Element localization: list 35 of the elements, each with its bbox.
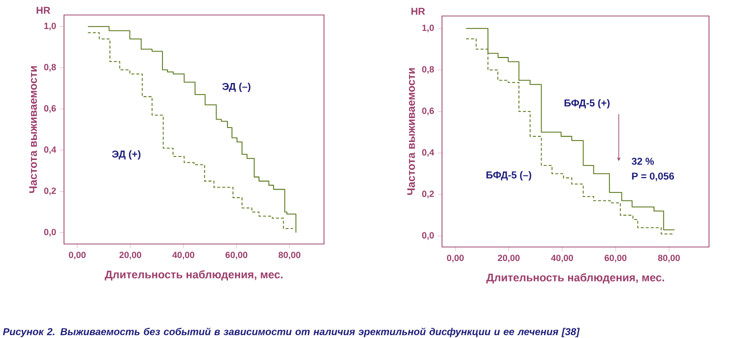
x-tick-label: 80,00 <box>278 252 300 260</box>
x-tick-label: 40,00 <box>551 254 574 262</box>
x-tick-label: 0,00 <box>68 252 86 260</box>
annotation: P = 0,056 <box>632 172 674 182</box>
y-tick-label: 0,8 <box>422 66 434 74</box>
text: Рисунок 2. Выживаемость без событий в зависимости от наличия эректильной дисфункции и ее лечения [38] <box>2 328 580 338</box>
x-tick-label: 0,00 <box>446 254 464 262</box>
y-axis-title: Частота выживаемости <box>29 66 37 193</box>
y-tick-label: 0,4 <box>44 146 56 154</box>
series-label: ЭД (–) <box>222 82 250 92</box>
series-label: БФД-5 (–) <box>486 171 532 180</box>
y-tick-label: 0,0 <box>44 228 56 236</box>
y-tick-label: 1,0 <box>422 24 434 32</box>
y-axis-title: Частота выживаемости <box>407 68 415 195</box>
x-axis-title: Длительность наблюдения, мес. <box>104 270 283 280</box>
x-tick-label: 80,00 <box>658 254 680 262</box>
y-tick-label: 0,6 <box>44 105 56 113</box>
y-tick-label: 1,0 <box>44 22 56 30</box>
x-tick-label: 60,00 <box>604 254 626 262</box>
x-tick-label: 40,00 <box>172 252 194 260</box>
y-tick-label: 0,8 <box>44 64 56 72</box>
y-tick-label: 0,0 <box>422 232 434 240</box>
text: HR <box>411 8 425 15</box>
y-tick-label: 0,6 <box>422 108 434 116</box>
text: ЭД (+) <box>112 150 140 160</box>
x-axis-title: Длительность наблюдения, мес. <box>486 273 664 284</box>
text: HR <box>36 6 50 14</box>
y-tick-label: 0,2 <box>422 190 434 198</box>
annotation: 32 % <box>632 158 654 165</box>
y-tick-label: 0,2 <box>44 188 56 196</box>
text: БФД-5 (+) <box>564 99 610 108</box>
x-tick-label: 60,00 <box>226 252 248 260</box>
y-tick-label: 0,4 <box>422 149 434 157</box>
x-tick-label: 20,00 <box>119 252 142 260</box>
x-tick-label: 20,00 <box>498 254 520 262</box>
